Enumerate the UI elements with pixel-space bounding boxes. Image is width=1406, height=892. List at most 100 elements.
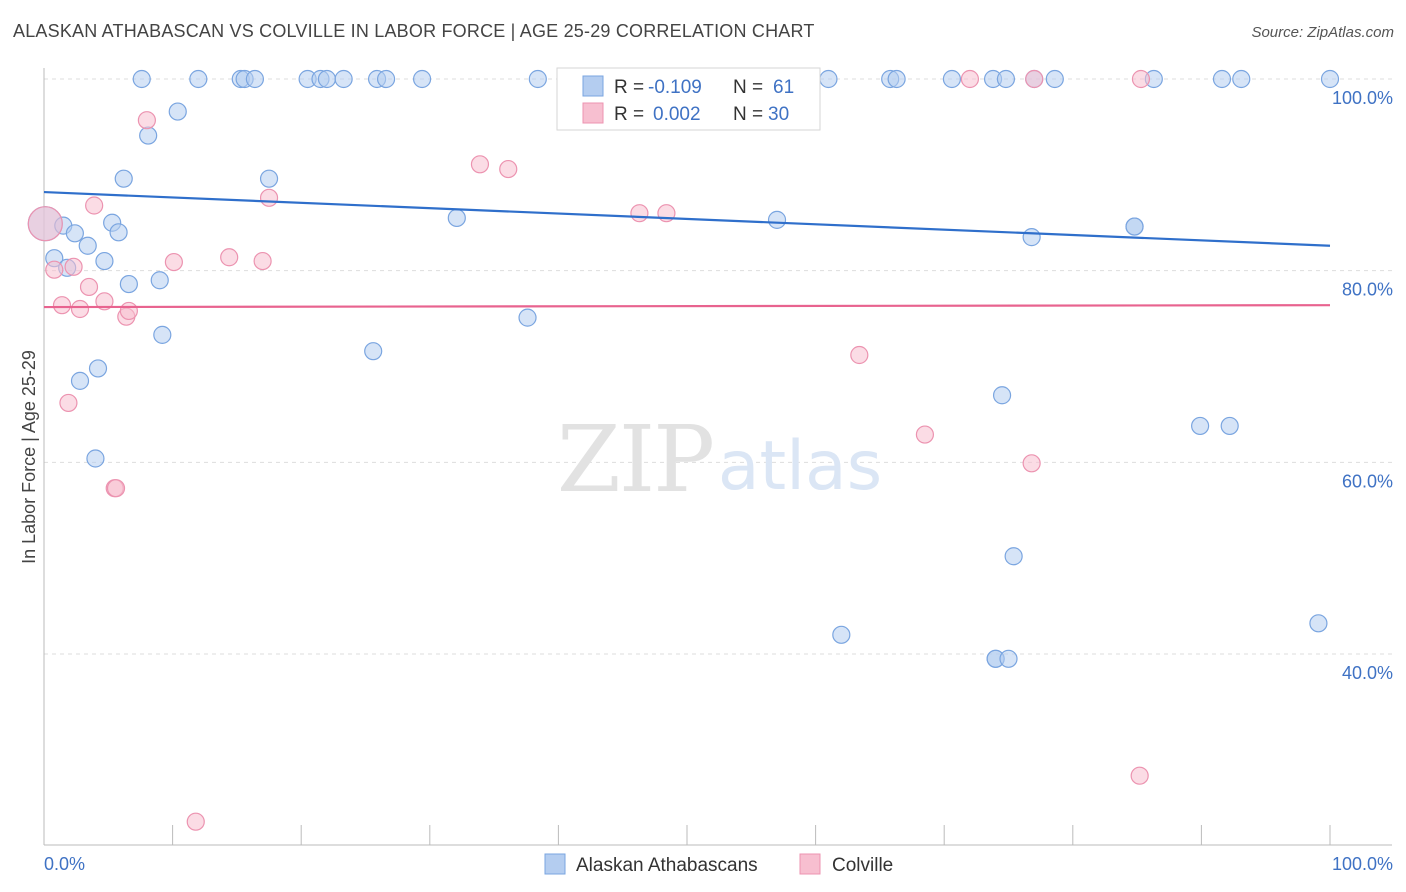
athabascan-point-46: [412, 69, 432, 89]
colville-point-24: [915, 425, 935, 444]
chart-title: ALASKAN ATHABASCAN VS COLVILLE IN LABOR …: [13, 21, 815, 41]
colville-point-6: [79, 277, 99, 297]
athabascan-point-43: [334, 69, 353, 89]
colville-point-28: [1131, 69, 1151, 89]
colville-point-8: [95, 292, 114, 311]
colville-point-19: [470, 155, 490, 174]
stats-r-value-2: 0.002: [653, 104, 701, 125]
colville-point-2: [52, 296, 72, 315]
athabascan-point-5: [70, 371, 90, 390]
athabascan-point-11: [109, 223, 128, 242]
athabascan-point-45: [376, 69, 396, 89]
athabascan-point-6: [78, 236, 97, 255]
athabascan-trend-line: [43, 190, 1331, 247]
athabascan-point-26: [1004, 547, 1023, 566]
y-axis-label: In Labor Force | Age 25-29: [19, 350, 39, 564]
athabascan-point-9: [95, 251, 114, 271]
colville-point-3: [59, 393, 78, 413]
bottom-legend: Alaskan Athabascans Colville: [544, 853, 893, 876]
colville-point-26: [1025, 69, 1044, 89]
stats-n-label-1: N =: [733, 77, 763, 98]
colville-point-4: [64, 257, 83, 276]
colville-point-20: [499, 159, 518, 179]
athabascan-point-12: [114, 169, 133, 188]
colville-point-25: [960, 69, 980, 89]
stats-legend-pink-swatch: [582, 102, 604, 124]
stats-n-value-2: 30: [768, 104, 789, 125]
athabascan-point-20: [447, 208, 466, 228]
athabascan-point-34: [999, 649, 1018, 668]
athabascan-point-59: [1232, 69, 1251, 89]
athabascan-point-8: [88, 359, 108, 378]
colville-point-5: [70, 299, 90, 319]
x-tick-label-0: 0.0%: [44, 854, 85, 874]
athabascan-point-7: [86, 449, 105, 468]
x-tick-label-1: 100.0%: [1332, 854, 1393, 874]
colville-point-27: [1022, 454, 1041, 473]
athabascan-point-58: [1212, 69, 1232, 89]
colville-point-0: [27, 206, 63, 242]
series-alaskan-athabascans-points: [27, 69, 1340, 668]
athabascan-point-56: [1045, 69, 1064, 89]
athabascan-point-54: [996, 69, 1016, 89]
colville-point-18: [259, 188, 279, 207]
athabascan-point-13: [119, 274, 138, 294]
athabascan-point-60: [1320, 69, 1340, 89]
athabascan-point-22: [767, 210, 787, 229]
athabascan-point-49: [819, 69, 838, 89]
athabascan-point-30: [1220, 416, 1239, 436]
axes: [43, 68, 1392, 846]
athabascan-point-29: [1191, 416, 1210, 436]
athabascan-point-16: [153, 325, 172, 344]
y-tick-label-3: 100.0%: [1332, 88, 1393, 108]
athabascan-point-51: [887, 69, 906, 89]
grid-lines: [44, 78, 1392, 655]
athabascan-point-52: [942, 69, 962, 89]
stats-legend-blue-swatch: [582, 75, 604, 97]
colville-point-21: [630, 204, 649, 223]
watermark-atlas: atlas: [718, 427, 882, 506]
legend-swatch-colville: [799, 853, 821, 875]
colville-point-12: [119, 301, 138, 321]
y-tick-label-0: 40.0%: [1342, 663, 1393, 683]
athabascan-point-18: [259, 169, 279, 188]
colville-point-23: [850, 345, 869, 365]
athabascan-point-39: [245, 69, 265, 89]
colville-point-7: [85, 196, 104, 215]
colville-trend-line: [43, 304, 1331, 309]
legend-label-alaskan-athabascans: Alaskan Athabascans: [576, 855, 758, 876]
series-colville-points: [27, 69, 1151, 831]
stats-r-label-2: R =: [614, 104, 644, 125]
watermark-zip: ZIP: [557, 406, 713, 513]
trend-lines: [43, 190, 1331, 309]
athabascan-point-21: [518, 308, 537, 327]
athabascan-point-15: [150, 271, 169, 290]
legend-label-colville: Colville: [832, 855, 893, 876]
colville-point-14: [164, 252, 183, 272]
colville-point-15: [186, 812, 205, 831]
source-label: Source: ZipAtlas.com: [1251, 24, 1394, 41]
athabascan-point-4: [65, 224, 84, 243]
athabascan-point-35: [132, 69, 151, 89]
athabascan-point-27: [1022, 228, 1041, 247]
colville-point-13: [137, 111, 156, 130]
athabascan-point-25: [992, 386, 1012, 405]
colville-point-1: [45, 260, 64, 279]
stats-r-value-1: -0.109: [648, 77, 702, 98]
colville-point-29: [1130, 766, 1149, 785]
x-tick-labels: 0.0% 100.0%: [44, 854, 1393, 874]
athabascan-point-36: [189, 69, 208, 89]
athabascan-point-23: [832, 625, 851, 644]
stats-n-value-1: 61: [773, 77, 794, 98]
y-tick-labels: 40.0% 60.0% 80.0% 100.0%: [1332, 88, 1393, 683]
colville-point-17: [253, 251, 272, 271]
athabascan-point-19: [364, 342, 383, 361]
athabascan-point-14: [139, 126, 158, 145]
athabascan-point-17: [168, 102, 187, 121]
athabascan-point-47: [528, 69, 547, 89]
athabascan-point-31: [1309, 614, 1328, 633]
athabascan-point-42: [317, 69, 337, 89]
watermark: ZIP atlas: [557, 406, 882, 513]
y-tick-label-2: 80.0%: [1342, 280, 1393, 300]
